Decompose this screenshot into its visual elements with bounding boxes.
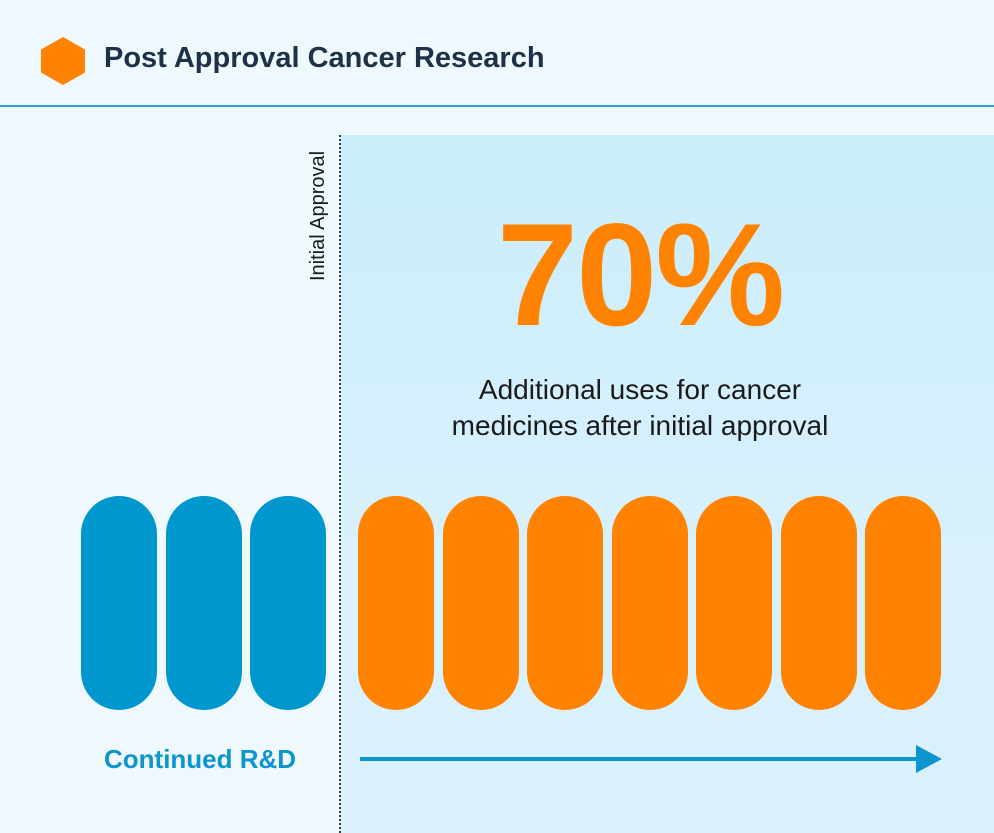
post-approval-panel [340, 135, 994, 833]
initial-approval-line [339, 135, 341, 833]
stat-description: Additional uses for cancer medicines aft… [451, 374, 829, 441]
pill-after-approval [696, 496, 772, 710]
hexagon-icon [41, 37, 85, 85]
pill-before-approval [81, 496, 157, 710]
pill-after-approval [358, 496, 434, 710]
pill-after-approval [780, 496, 857, 710]
right-arrow-icon [360, 745, 942, 773]
pill-before-approval [250, 496, 326, 710]
header: Post Approval Cancer Research [0, 0, 994, 107]
continued-rd-label: Continued R&D [104, 744, 297, 774]
header-divider [0, 105, 994, 107]
page-title: Post Approval Cancer Research [104, 42, 545, 74]
pill-after-approval [527, 496, 603, 710]
pill-after-approval [611, 496, 688, 710]
stat-value: 70% [496, 193, 785, 356]
pill-after-approval [442, 496, 519, 710]
pill-before-approval [165, 496, 242, 710]
initial-approval-label-text: Initial Approval [307, 150, 329, 282]
pill-after-approval [865, 496, 941, 710]
